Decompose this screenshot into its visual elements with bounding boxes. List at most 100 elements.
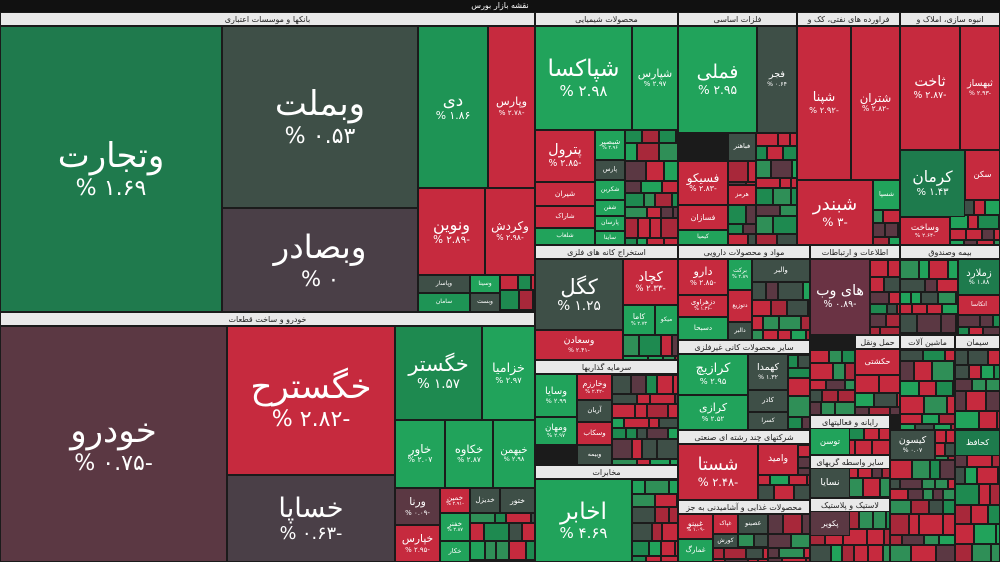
stock-cell (935, 456, 948, 460)
stock-cell (947, 396, 955, 414)
stock-name: وبیمه (587, 451, 602, 459)
stock-cell (624, 418, 649, 428)
stock-cell (763, 330, 778, 340)
stock-change: -۲.۹۳ % (968, 89, 992, 97)
stock-name: سامان (435, 298, 453, 306)
stock-change: ۱.۲۵ % (557, 297, 601, 314)
stock-cell (763, 548, 768, 559)
stock-cell (955, 467, 965, 484)
stock-cell (956, 292, 958, 304)
stock-cell (842, 350, 855, 363)
stock-cell (966, 229, 982, 240)
stock-tile: برکت ۲.۸۹ % (728, 259, 752, 290)
stock-cell (858, 468, 872, 478)
stock-cell (924, 535, 939, 545)
stock-cell (870, 304, 887, 314)
stock-cell (955, 350, 968, 365)
stock-name: وبملت (274, 83, 366, 124)
stock-tile: وپاسار (418, 275, 470, 293)
stock-cell (773, 188, 791, 205)
stock-name: خکار (448, 546, 462, 555)
stock-name: خگسترح (250, 367, 372, 408)
stock-cell (763, 316, 779, 330)
stock-cell (728, 161, 748, 182)
stock-name: پارس (602, 166, 618, 174)
stock-cell (880, 478, 890, 497)
stock-cell (927, 304, 942, 314)
stock-cell (974, 200, 985, 215)
stock-change: -۰.۷۵ % (74, 449, 153, 476)
stock-change: ۲.۸۷ % (447, 527, 463, 534)
stock-tile: ساینا (595, 231, 625, 245)
stock-name: فباهنر (733, 142, 751, 151)
stock-cell (752, 316, 763, 330)
stock-cell (637, 143, 659, 161)
stock-cell (670, 459, 678, 465)
stock-tile: پارسان (595, 216, 625, 231)
stock-change: ۱.۸۸ % (968, 278, 990, 287)
stock-cell (756, 234, 777, 245)
stock-cell (632, 439, 642, 459)
stock-cell (771, 160, 792, 178)
stock-cell (988, 505, 1000, 524)
stock-cell (884, 277, 900, 292)
stock-cell (943, 500, 955, 514)
stock-cell (829, 350, 842, 363)
stock-change: -۲.۸۲ % (862, 104, 889, 114)
stock-cell (484, 523, 509, 541)
stock-cell (985, 200, 1000, 215)
stock-cell (890, 514, 909, 535)
stock-cell (647, 238, 664, 245)
stock-tile: شبندر -۳ % (797, 180, 873, 245)
stock-cell (783, 514, 802, 534)
stock-change: -۲.۶۴ % (914, 232, 936, 239)
stock-cell (935, 479, 948, 489)
stock-name: ورنا (409, 495, 426, 509)
stock-tile: سکن (965, 150, 1000, 200)
stock-cell (845, 363, 855, 380)
stock-cell (496, 541, 509, 560)
stock-cell (675, 356, 678, 360)
stock-cell (673, 375, 678, 394)
stock-cell (650, 218, 661, 238)
stock-name: پترول (548, 142, 582, 159)
stock-tile: غصینو (738, 514, 768, 534)
stock-name: غپاک (719, 519, 732, 527)
stock-tile: شلعاب (535, 228, 595, 245)
stock-cell (886, 511, 890, 529)
stock-name: زملارد (966, 267, 992, 279)
stock-cell (897, 304, 900, 314)
stock-tile: ختور (500, 488, 535, 513)
stock-tile: شبصیر ۲.۹۶ % (595, 130, 625, 160)
stock-name: غبینو (687, 519, 704, 529)
stock-cell (500, 275, 518, 290)
sector-header: سرمایه گذاریها (535, 360, 678, 374)
stock-cell (752, 282, 766, 300)
stock-cell (662, 523, 678, 541)
stock-cell (885, 223, 898, 237)
stock-name: دزهراوی (690, 298, 716, 307)
stock-change: ۲.۹۷ % (643, 79, 667, 89)
sector-header: شرکتهای چند رشته ای صنعتی (678, 430, 810, 444)
stock-cell (929, 500, 943, 514)
stock-cell (914, 333, 930, 335)
stock-cell (632, 480, 645, 494)
stock-cell (890, 500, 911, 514)
stock-cell (890, 489, 908, 500)
stock-tile: کورش (713, 534, 738, 548)
stock-cell (632, 556, 646, 562)
stock-name: خپارس (401, 532, 434, 546)
stock-cell (768, 514, 783, 534)
stock-cell (657, 375, 673, 394)
stock-cell (522, 523, 535, 541)
stock-cell (752, 330, 763, 340)
stock-change: ۱.۴۳ % (916, 186, 949, 198)
stock-cell (855, 375, 879, 393)
stock-cell (649, 541, 661, 556)
stock-tile: ومهان ۲.۹۷ % (535, 417, 577, 445)
sector-header: فراورده های نفتی، کک و (797, 12, 900, 26)
stock-cell (996, 524, 1000, 544)
stock-cell (766, 282, 778, 300)
stock-name: غمارگ (685, 545, 706, 555)
stock-cell (632, 541, 649, 556)
